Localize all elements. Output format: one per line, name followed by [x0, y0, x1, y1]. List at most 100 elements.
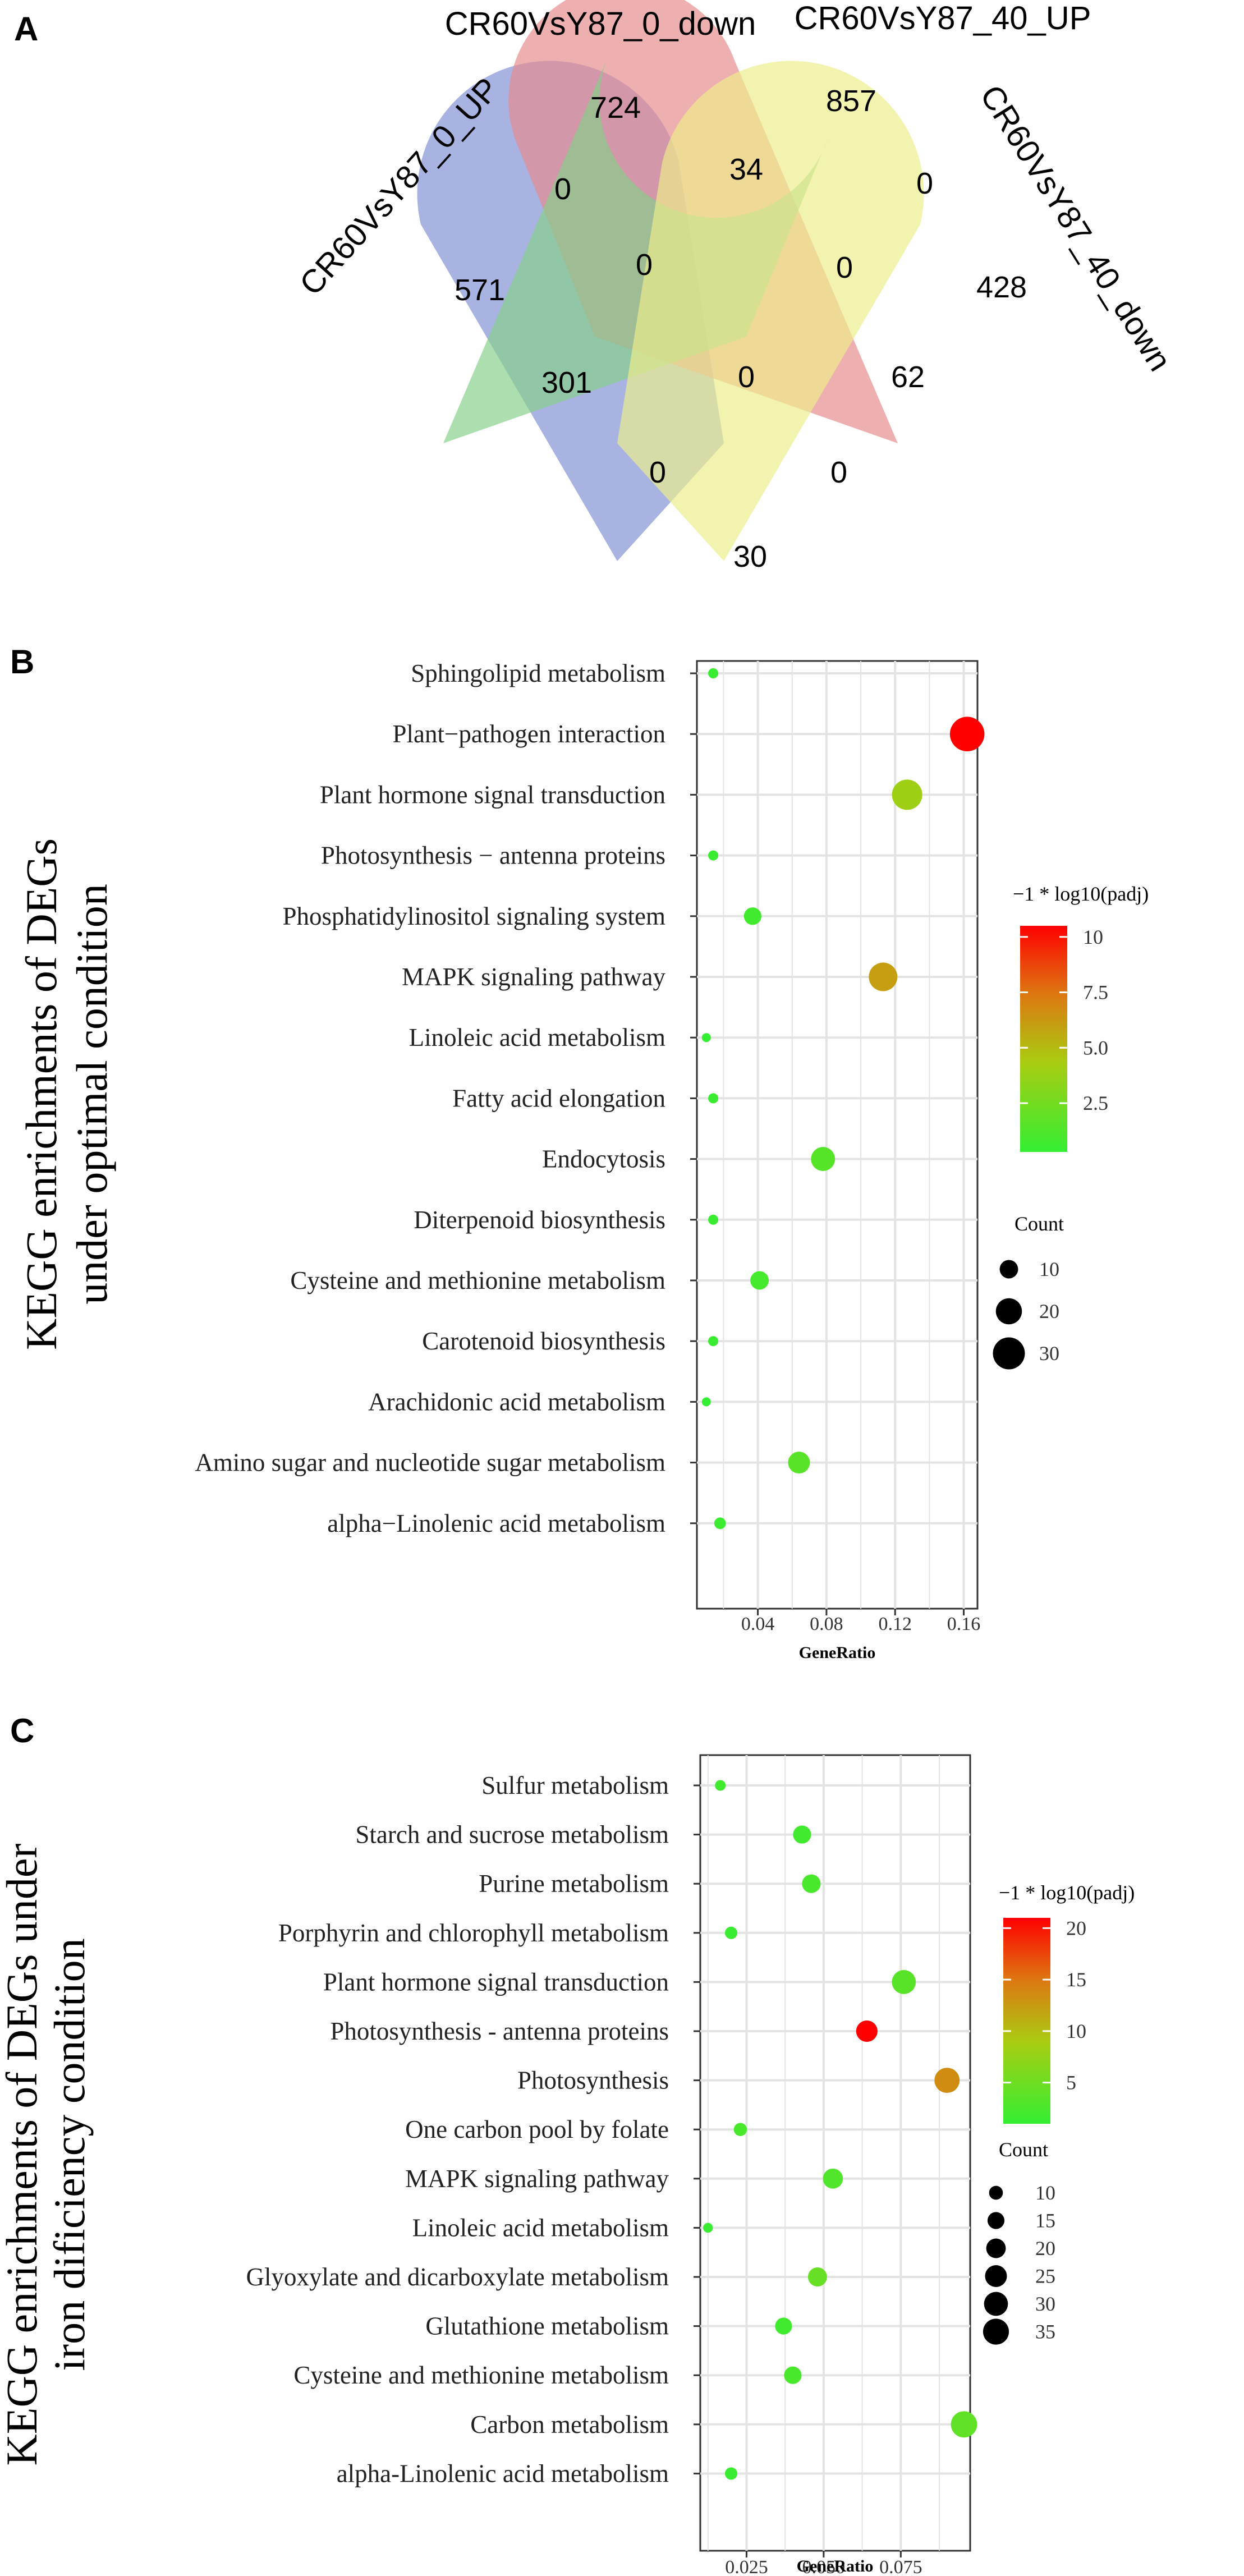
x-tick-label: 0.04 — [741, 1614, 775, 1634]
size-legend-dot — [989, 2185, 1003, 2200]
data-point — [784, 2366, 802, 2384]
color-legend-title-c: −1 * log10(padj) — [999, 1881, 1135, 1904]
ylabel-b-line1: KEGG enrichments of DEGs — [17, 838, 66, 1350]
data-point — [892, 779, 922, 810]
colorbar-labels-b: 2.5 5.0 7.5 10 — [1083, 926, 1108, 1114]
venn-count-0up-0down-40down: 0 — [830, 456, 847, 489]
venn-count-40-up-only: 857 — [826, 84, 876, 118]
data-point — [701, 1033, 711, 1043]
data-points-b — [701, 668, 985, 1530]
category-label: Diterpenoid biosynthesis — [414, 1206, 665, 1234]
size-legend-label: 10 — [1039, 1258, 1059, 1280]
x-tick-label: 0.12 — [878, 1614, 912, 1634]
category-label: Purine metabolism — [479, 1870, 669, 1898]
data-point — [708, 1214, 719, 1225]
size-legend-dot — [993, 1337, 1025, 1370]
category-label: Photosynthesis − antenna proteins — [321, 842, 665, 870]
color-legend-c: −1 * log10(padj) 5 10 15 20 — [999, 1881, 1135, 2124]
category-label: Cysteine and methionine metabolism — [290, 1266, 665, 1294]
venn-count-0down-40down: 62 — [891, 360, 925, 394]
panel-letter-a: A — [14, 10, 38, 48]
category-label: One carbon pool by folate — [405, 2115, 669, 2143]
category-label: Sphingolipid metabolism — [411, 659, 665, 687]
size-legend-dot — [999, 1260, 1018, 1279]
category-label: Fatty acid elongation — [452, 1084, 665, 1112]
category-label: Plant hormone signal transduction — [323, 1968, 669, 1996]
data-point — [708, 668, 719, 679]
data-point — [823, 2168, 843, 2189]
size-legend-dots-c — [983, 2185, 1009, 2345]
size-legend-dots-b — [993, 1260, 1025, 1370]
size-legend-b: Count 10 20 30 — [993, 1213, 1064, 1370]
category-label: Plant hormone signal transduction — [320, 780, 665, 809]
data-point — [934, 2068, 960, 2093]
venn-set-40-up — [443, 62, 828, 443]
category-label: alpha-Linolenic acid metabolism — [337, 2459, 669, 2487]
kegg-dotplot-iron-deficiency: KEGG enrichments of DEGs under iron difi… — [0, 1754, 1135, 2576]
x-gridlines-b — [723, 661, 965, 1609]
x-ticks-b — [757, 1609, 965, 1615]
category-label: Photosynthesis — [517, 2067, 669, 2095]
data-point — [743, 907, 761, 925]
venn-set-label-0-down: CR60VsY87_0_down — [445, 6, 756, 42]
x-ticks-c — [745, 2551, 902, 2557]
venn-count-0up-40up: 301 — [541, 366, 592, 400]
x-tick-label: 0.08 — [810, 1614, 843, 1634]
data-point — [949, 717, 985, 751]
venn-set-40-down — [617, 61, 924, 562]
venn-count-40up-40down: 0 — [916, 167, 933, 200]
data-point — [802, 1874, 821, 1893]
colorbar-tick-label: 15 — [1066, 1968, 1086, 1991]
venn-count-0down-40up: 34 — [729, 153, 763, 186]
venn-set-label-40-up: CR60VsY87_40_UP — [795, 0, 1091, 36]
ylabel-b-line2: under optimal condition — [67, 884, 116, 1305]
category-label: Glutathione metabolism — [425, 2312, 669, 2340]
category-label: MAPK signaling pathway — [402, 963, 665, 991]
size-legend-label: 35 — [1035, 2321, 1055, 2343]
size-legend-label: 25 — [1035, 2265, 1055, 2288]
colorbar-ticks-b — [1020, 936, 1067, 1104]
category-label: Glyoxylate and dicarboxylate metabolism — [246, 2263, 669, 2291]
x-tick-label: 0.050 — [802, 2557, 846, 2576]
data-point — [951, 2411, 977, 2438]
category-label: MAPK signaling pathway — [405, 2165, 669, 2193]
size-legend-labels-c: 10 15 20 25 30 35 — [1035, 2182, 1055, 2343]
data-point — [708, 1336, 719, 1347]
y-gridlines-b — [697, 672, 977, 1525]
venn-diagram: CR60VsY87_0_UP CR60VsY87_0_down CR60VsY8… — [292, 0, 1178, 573]
category-label: Carbon metabolism — [470, 2410, 669, 2439]
colorbar-b — [1020, 926, 1067, 1152]
ylabel-c-line2: iron dificiency condition — [45, 1938, 94, 2371]
plot-panel-b — [696, 660, 979, 1610]
colorbar-tick-label: 2.5 — [1083, 1092, 1108, 1114]
category-label: Cysteine and methionine metabolism — [293, 2361, 669, 2389]
venn-count-0-up-only: 571 — [455, 273, 505, 307]
size-legend-dot — [986, 2238, 1006, 2258]
category-label: Amino sugar and nucleotide sugar metabol… — [195, 1449, 665, 1477]
x-tick-labels-c: 0.025 0.050 0.075 — [725, 2557, 922, 2576]
size-legend-label: 20 — [1035, 2237, 1055, 2260]
data-point — [708, 1093, 719, 1104]
data-point — [724, 2467, 738, 2480]
ylabel-c-line1: KEGG enrichments of DEGs under — [0, 1843, 46, 2465]
size-legend-dot — [985, 2265, 1007, 2287]
color-legend-b: −1 * log10(padj) 2.5 5.0 7.5 10 — [1013, 883, 1149, 1152]
data-points-c — [703, 1780, 977, 2480]
size-legend-title-c: Count — [999, 2138, 1048, 2161]
size-legend-label: 15 — [1035, 2210, 1055, 2232]
data-point — [811, 1147, 836, 1172]
venn-count-0up-0down-40up: 0 — [636, 248, 653, 282]
data-point — [701, 1397, 711, 1407]
size-legend-dot — [995, 1298, 1022, 1325]
color-legend-title-b: −1 * log10(padj) — [1013, 883, 1149, 905]
data-point — [793, 1825, 811, 1844]
data-point — [715, 1780, 726, 1791]
colorbar-tick-label: 10 — [1066, 2020, 1086, 2042]
venn-count-0-down-only: 724 — [590, 91, 641, 125]
plot-panel-c — [699, 1754, 971, 2552]
x-axis-title-c: GeneRatio — [797, 2557, 874, 2575]
colorbar-tick-label: 5 — [1066, 2072, 1076, 2094]
size-legend-c: Count 10 15 20 25 30 35 — [983, 2138, 1055, 2345]
size-legend-labels-b: 10 20 30 — [1039, 1258, 1059, 1365]
